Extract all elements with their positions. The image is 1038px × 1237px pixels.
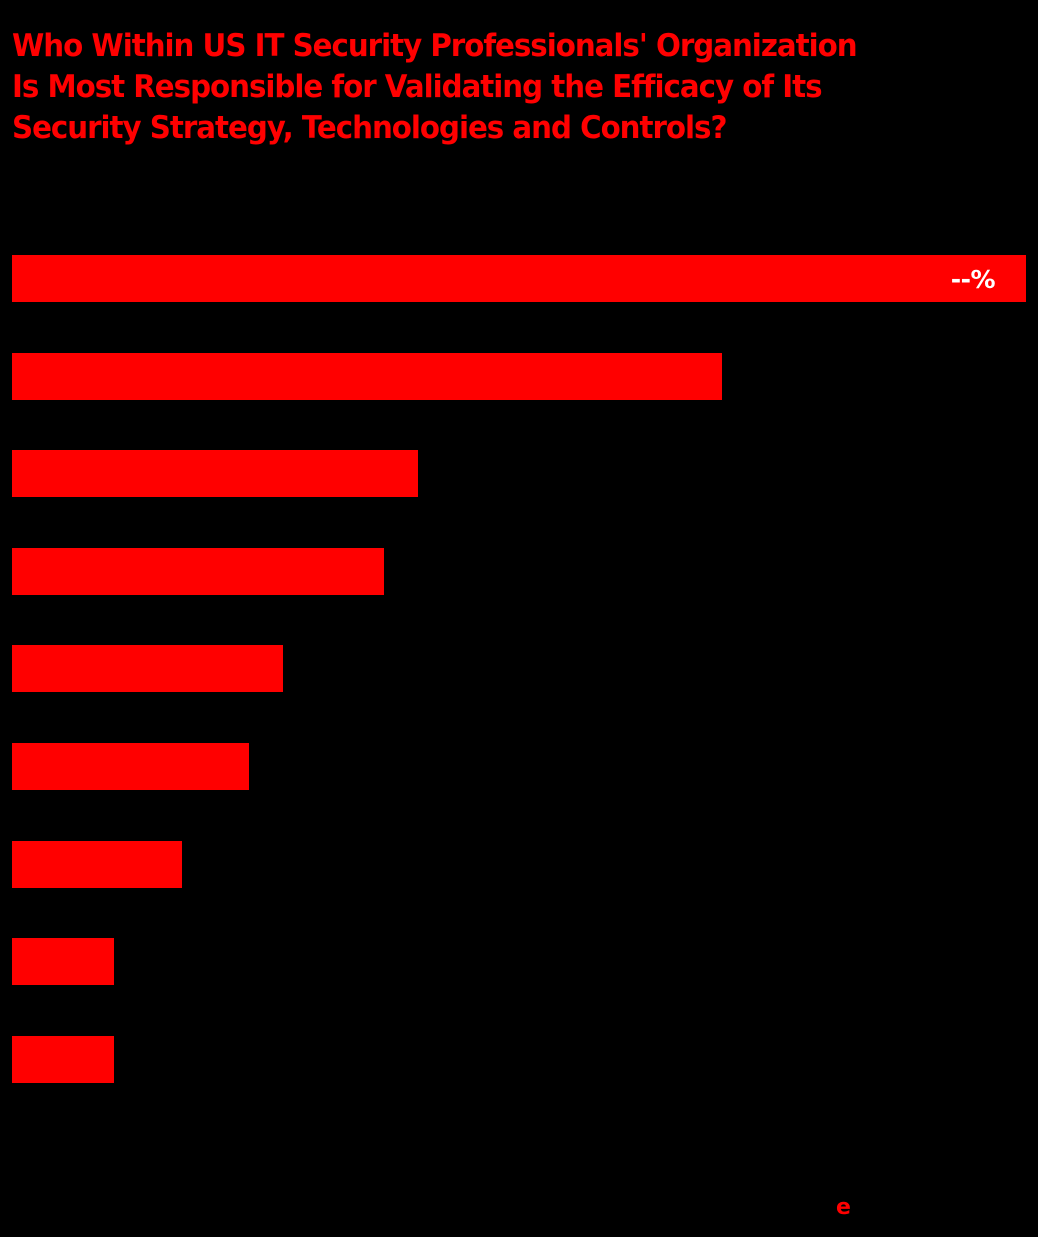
bar-5 bbox=[12, 645, 283, 692]
chart-title: Who Within US IT Security Professionals'… bbox=[12, 26, 961, 149]
bar-8 bbox=[12, 938, 114, 985]
bar-7 bbox=[12, 841, 182, 888]
bar-1-value-label: --% bbox=[950, 265, 996, 294]
bar-6 bbox=[12, 743, 249, 790]
bar-2 bbox=[12, 353, 722, 400]
bar-4 bbox=[12, 548, 384, 595]
emarketer-logo-icon: e bbox=[836, 1195, 851, 1220]
bar-3 bbox=[12, 450, 418, 497]
bar-1: --% bbox=[12, 255, 1026, 302]
chart-title-line-1: Who Within US IT Security Professionals'… bbox=[12, 28, 858, 64]
chart-title-line-3: Security Strategy, Technologies and Cont… bbox=[12, 110, 727, 146]
bar-9 bbox=[12, 1036, 114, 1083]
chart-title-line-2: Is Most Responsible for Validating the E… bbox=[12, 69, 823, 105]
